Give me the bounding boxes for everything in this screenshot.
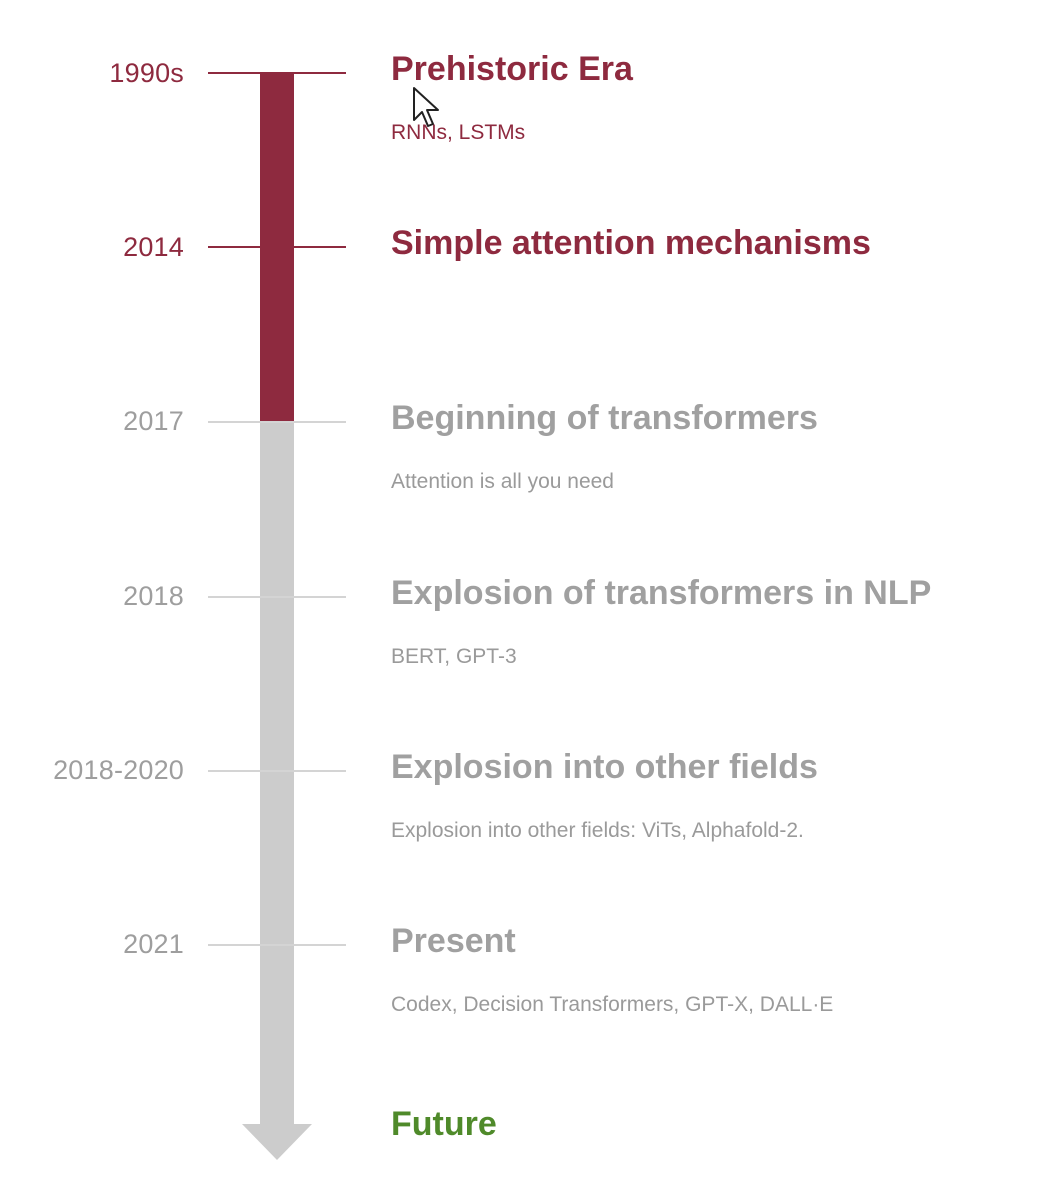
era-subtitle-explosion-nlp: BERT, GPT-3 <box>391 645 517 668</box>
mouse-pointer-icon <box>413 87 439 127</box>
era-title-beginning-transformers: Beginning of transformers <box>391 399 818 437</box>
timeline-bar-upcoming <box>260 422 294 1124</box>
year-label-2021: 2021 <box>123 929 184 959</box>
era-title-present: Present <box>391 922 516 960</box>
year-label-2014: 2014 <box>123 232 184 262</box>
era-title-future: Future <box>391 1105 497 1143</box>
era-subtitle-present: Codex, Decision Transformers, GPT-X, DAL… <box>391 993 834 1016</box>
year-label-2018: 2018 <box>123 581 184 611</box>
year-label-2018-2020: 2018-2020 <box>53 755 184 785</box>
era-title-explosion-nlp: Explosion of transformers in NLP <box>391 574 932 612</box>
era-title-explosion-other-fields: Explosion into other fields <box>391 748 818 786</box>
era-subtitle-explosion-other-fields: Explosion into other fields: ViTs, Alpha… <box>391 819 804 842</box>
era-subtitle-beginning-transformers: Attention is all you need <box>391 470 614 493</box>
era-subtitle-prehistoric: RNNs, LSTMs <box>391 121 526 144</box>
era-title-simple-attention: Simple attention mechanisms <box>391 224 871 262</box>
timeline-arrow-head <box>242 1124 312 1160</box>
era-title-prehistoric: Prehistoric Era <box>391 50 633 88</box>
year-label-1990s: 1990s <box>109 58 184 88</box>
year-label-2017: 2017 <box>123 406 184 436</box>
